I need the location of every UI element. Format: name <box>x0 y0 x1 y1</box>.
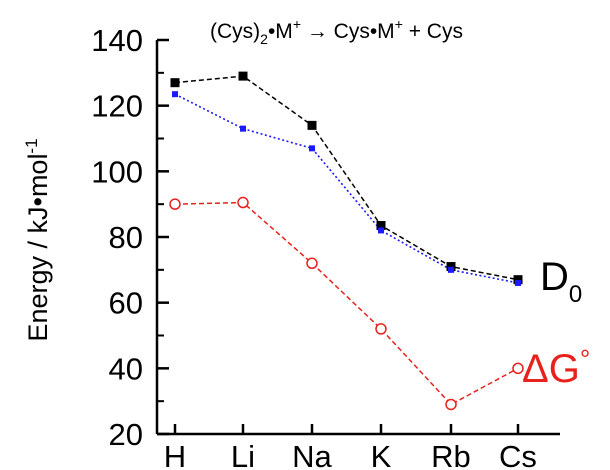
series-line-2 <box>174 201 519 406</box>
y-tick-label: 40 <box>109 351 143 386</box>
data-point-s1-rb <box>448 266 454 273</box>
data-point-s2-k <box>375 323 387 335</box>
data-point-s0-k <box>376 221 386 231</box>
series-line-0 <box>174 75 519 281</box>
y-tick-label: 100 <box>91 154 143 189</box>
series-line-1 <box>174 93 519 284</box>
y-tick-label: 120 <box>91 89 143 124</box>
x-tick-label: Cs <box>499 439 537 470</box>
y-tick-label: 80 <box>109 220 143 255</box>
data-point-s1-k <box>378 227 384 234</box>
data-point-s2-cs <box>512 362 524 375</box>
data-point-s1-h <box>172 91 178 98</box>
series-label-delta-g: ΔG° <box>522 344 590 391</box>
x-tick-label: Na <box>292 439 332 470</box>
data-point-s1-li <box>240 125 246 132</box>
y-ticks: 20 40 60 80 100 120 140 <box>91 23 169 452</box>
series-layer <box>169 71 524 411</box>
data-point-s2-h <box>169 198 181 210</box>
data-point-s0-cs <box>513 275 523 285</box>
data-point-s0-h <box>170 78 180 88</box>
data-point-s0-na <box>307 120 317 130</box>
x-ticks: H Li Na K Rb Cs <box>164 424 537 470</box>
y-axis-label: Energy / kJ•mol-1 <box>22 138 53 341</box>
data-point-s2-rb <box>445 398 457 411</box>
data-point-s1-cs <box>515 279 521 286</box>
series-label-d0: D0 <box>540 255 582 308</box>
y-tick-label: 60 <box>109 286 143 321</box>
y-tick-label: 20 <box>109 417 143 452</box>
data-point-s0-li <box>238 71 248 81</box>
data-point-s1-na <box>309 145 315 152</box>
y-tick-label: 140 <box>91 23 143 58</box>
x-tick-label: K <box>371 439 392 470</box>
x-tick-label: Rb <box>431 439 471 470</box>
data-point-s2-li <box>237 196 249 209</box>
x-tick-label: H <box>164 439 186 470</box>
x-tick-label: Li <box>231 439 255 470</box>
data-point-s0-rb <box>446 262 456 272</box>
data-point-s2-na <box>306 257 318 270</box>
chart-title: (Cys)2•M+ → Cys•M+ + Cys <box>210 16 463 47</box>
